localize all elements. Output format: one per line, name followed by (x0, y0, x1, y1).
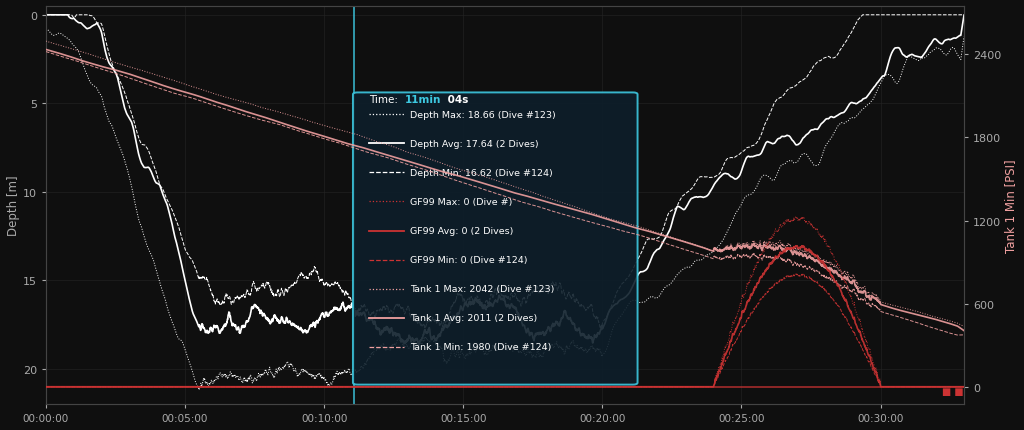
Text: Tank 1 Avg: 2011 (2 Dives): Tank 1 Avg: 2011 (2 Dives) (410, 313, 538, 322)
Text: GF99 Avg: 0 (2 Dives): GF99 Avg: 0 (2 Dives) (410, 227, 513, 236)
Text: GF99 Max: 0 (Dive #): GF99 Max: 0 (Dive #) (410, 197, 512, 206)
Text: ■ ■: ■ ■ (942, 386, 964, 396)
Text: GF99 Min: 0 (Dive #124): GF99 Min: 0 (Dive #124) (410, 255, 527, 264)
Text: Depth Avg: 17.64 (2 Dives): Depth Avg: 17.64 (2 Dives) (410, 140, 539, 148)
FancyBboxPatch shape (353, 93, 638, 385)
Text: Time:: Time: (370, 95, 401, 105)
Text: 04s: 04s (443, 95, 468, 105)
Y-axis label: Tank 1 Min [PSI]: Tank 1 Min [PSI] (1005, 159, 1017, 252)
Y-axis label: Depth [m]: Depth [m] (7, 175, 19, 236)
Text: Depth Max: 18.66 (Dive #123): Depth Max: 18.66 (Dive #123) (410, 111, 556, 120)
Text: Tank 1 Min: 1980 (Dive #124): Tank 1 Min: 1980 (Dive #124) (410, 343, 551, 351)
Text: Tank 1 Max: 2042 (Dive #123): Tank 1 Max: 2042 (Dive #123) (410, 285, 554, 294)
Text: Depth Min: 16.62 (Dive #124): Depth Min: 16.62 (Dive #124) (410, 169, 553, 178)
Text: 11min: 11min (404, 95, 440, 105)
